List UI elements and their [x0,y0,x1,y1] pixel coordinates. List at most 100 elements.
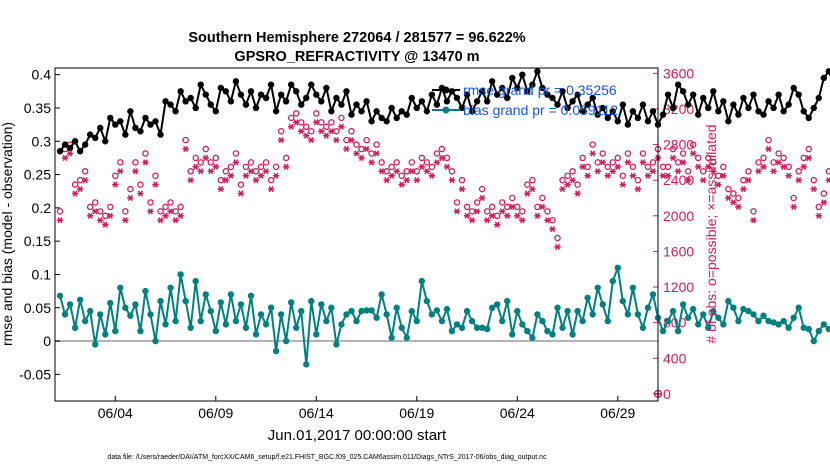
rmse-point [378,114,385,122]
bias-point [820,321,828,328]
asterisk-stroke [660,172,666,179]
obs-assimilated-point [242,172,250,179]
obs-assimilated-point [750,217,757,224]
obs-possible-point [589,141,596,148]
obs-assimilated-point [338,123,345,130]
obs-possible-point [272,163,280,171]
obs-assimilated-point [514,212,521,219]
obs-assimilated-point [669,154,677,162]
rmse-point [242,101,250,108]
rmse-point [529,81,536,88]
bias-point [499,317,506,325]
obs-possible-point [825,168,830,175]
asterisk-stroke [268,185,274,193]
legend-bias-marker [442,106,450,114]
bias-point [287,299,295,306]
obs-possible-point [187,168,194,175]
bias-point [745,307,752,315]
rmse-point [679,88,687,95]
bias-point [519,321,526,328]
rmse-point [514,84,521,92]
bias-point [298,307,305,315]
bias-point [785,324,792,331]
obs-possible-point [353,141,360,148]
bias-point [750,311,757,318]
obs-assimilated-point [282,163,290,170]
bias-point [549,331,556,338]
obs-assimilated-point [674,168,682,175]
rmse-point [76,148,84,155]
obs-assimilated-point [353,150,360,157]
obs-possible-point [649,159,657,166]
asterisk-stroke [298,128,304,135]
obs-possible-point [740,176,747,184]
asterisk-stroke [233,159,239,166]
rmse-point [478,88,486,95]
asterisk-stroke [494,221,500,228]
obs-assimilated-point [252,177,260,184]
bias-point [679,301,687,308]
bias-point [373,314,380,321]
rmse-point [217,84,225,92]
bias-point [92,341,99,348]
obs-possible-point [614,154,622,162]
asterisk-stroke [816,212,822,219]
asterisk-stroke [766,145,772,153]
obs-assimilated-point [343,145,350,153]
rmse-point [71,138,79,145]
asterisk-stroke [57,217,63,224]
bias-point [97,311,104,318]
asterisk-stroke [554,243,561,251]
rmse-point [92,134,99,142]
rmse-point [504,94,511,102]
asterisk-stroke [509,203,515,211]
asterisk-stroke [97,217,103,224]
bias-point [408,307,415,315]
rmse-point [509,74,516,82]
asterisk-stroke [198,168,204,175]
y2-tick-label: 2800 [663,137,694,153]
data-file-footnote: data file: /Users/raeder/DAI/ATM_forcXX/… [107,454,547,461]
asterisk-stroke [62,154,68,162]
rmse-point [730,101,737,108]
asterisk-stroke [258,172,264,179]
obs-possible-point [760,154,767,162]
asterisk-stroke [625,159,631,166]
y-tick-label: 0.15 [24,233,51,249]
obs-possible-point [328,119,335,126]
obs-possible-point [745,168,752,175]
asterisk-stroke [389,172,395,179]
rmse-point [287,81,295,88]
asterisk-stroke [419,163,425,170]
bias-point [689,305,697,313]
asterisk-stroke [559,185,566,193]
bias-point [428,311,436,318]
rmse-point [56,148,64,155]
rmse-point [614,118,621,125]
obs-assimilated-point [644,172,652,179]
asterisk-stroke [223,177,229,184]
rmse-point [368,118,375,125]
bias-point [378,291,385,298]
chart-subtitle: GPSRO_REFRACTIVITY @ 13470 m [234,49,479,65]
asterisk-stroke [690,150,696,157]
bias-point [207,307,214,315]
bias-point [443,305,451,313]
obs-possible-point [800,154,807,162]
rmse-point [343,88,350,95]
obs-possible-point [428,163,436,171]
y-tick-label: 0.2 [32,200,52,216]
bias-point [534,311,541,318]
obs-possible-point [569,168,576,175]
x-tick-label: 06/29 [600,405,635,421]
bias-point [187,324,194,331]
obs-possible-point [478,185,486,193]
rmse-point [629,108,637,115]
rmse-point [805,114,812,122]
obs-assimilated-point [237,190,245,197]
obs-possible-point [639,150,647,157]
rmse-point [554,101,561,108]
obs-assimilated-point [554,243,561,251]
rmse-point [81,141,89,148]
obs-assimilated-point [66,150,74,157]
